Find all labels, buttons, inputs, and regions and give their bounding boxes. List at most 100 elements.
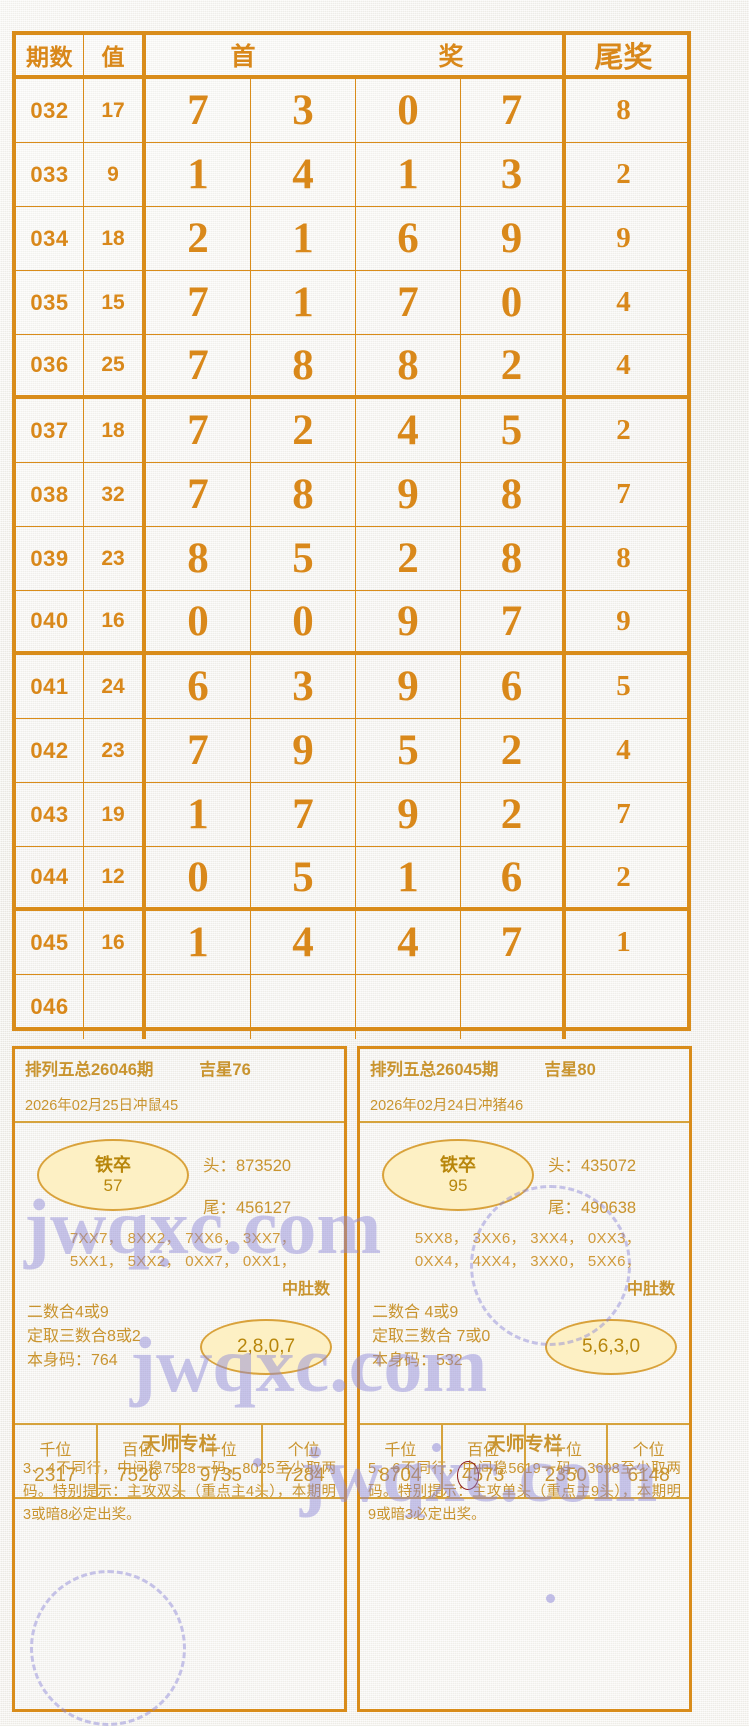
left-sum-two: 二数合4或9 [27, 1304, 109, 1321]
right-pattern-line-2: 0XX4， 4XX4， 3XX0， 5XX6， [414, 1253, 642, 1271]
right-tail-label: 尾：490638 [548, 1199, 637, 1218]
cell-digit-3: 2 [461, 783, 566, 846]
right-panel-title: 排列五总26045期 [370, 1061, 499, 1079]
cell-digit-1: 8 [251, 335, 356, 395]
cell-period: 041 [16, 655, 84, 718]
cell-value: 17 [84, 79, 146, 142]
cell-period: 038 [16, 463, 84, 526]
table-row: 032 17 7 3 0 7 8 [16, 79, 687, 143]
cell-tail: 2 [616, 158, 631, 190]
cell-digit-3: 7 [461, 591, 566, 651]
left-pos-col-shiwei: 十位 9735 [181, 1425, 264, 1497]
cell-digit-0: 6 [146, 655, 251, 718]
cell-period: 040 [16, 591, 84, 651]
cell-digit-3: 8 [461, 463, 566, 526]
cell-digit-2: 9 [356, 783, 461, 846]
cell-digit-0: 2 [146, 207, 251, 270]
left-pos-label-3: 个位 [287, 1441, 320, 1459]
cell-period: 045 [16, 911, 84, 974]
header-first-prize: 首 奖 [146, 35, 566, 75]
left-head-label: 头：873520 [203, 1157, 292, 1175]
cell-digit-1: 4 [251, 143, 356, 206]
table-row: 046 [16, 975, 687, 1039]
right-oval-badge: 铁卒 95 [382, 1139, 534, 1211]
right-sum-three: 定取三数合 7或0 [372, 1328, 491, 1345]
cell-digit-3: 3 [461, 143, 566, 206]
table-row: 036 25 7 8 8 2 4 [16, 335, 687, 399]
right-pos-value-1: 4573 [456, 1460, 504, 1490]
left-pos-value-2: 9735 [199, 1464, 243, 1486]
cell-value: 23 [84, 527, 146, 590]
cell-digit-0: 7 [146, 463, 251, 526]
cell-digit-2: 5 [356, 719, 461, 782]
cell-tail: 7 [616, 478, 631, 510]
cell-digit-2: 4 [356, 399, 461, 462]
cell-digit-1: 3 [251, 79, 356, 142]
cell-digit-2: 1 [356, 847, 461, 907]
cell-digit-1: 9 [251, 719, 356, 782]
left-panel-body: 铁卒 57 头：873520 尾：456127 7XX7， 8XX2， 7XX6… [15, 1123, 344, 1499]
cell-tail: 5 [616, 670, 631, 702]
right-pos-label-3: 个位 [632, 1441, 665, 1459]
cell-digit-0: 7 [146, 399, 251, 462]
right-circled-digit-wrapper: 4 [456, 1460, 479, 1490]
cell-digit-3: 2 [461, 335, 566, 395]
left-panel-lucky: 吉星76 [199, 1061, 251, 1079]
right-panel-header: 排列五总26045期 吉星80 [360, 1049, 689, 1087]
cell-tail: 9 [616, 604, 631, 637]
right-oval-value: 95 [448, 1175, 468, 1195]
cell-value [84, 975, 146, 1039]
cell-digit-0: 1 [146, 783, 251, 846]
cell-value: 18 [84, 399, 146, 462]
right-zhongdu-label: 中肚数 [626, 1281, 675, 1298]
left-head-tail: 头：873520 尾：456127 [203, 1145, 291, 1229]
cell-value: 19 [84, 783, 146, 846]
cell-digit-0 [146, 975, 251, 1039]
watermark-dot-3 [253, 1458, 262, 1467]
cell-digit-1: 8 [251, 463, 356, 526]
cell-tail [566, 975, 681, 1039]
right-head-label: 头：435072 [548, 1157, 637, 1175]
cell-digit-3: 0 [461, 271, 566, 334]
table-row: 037 18 7 2 4 5 2 [16, 399, 687, 463]
table-row: 035 15 7 1 7 0 4 [16, 271, 687, 335]
right-sum-two: 二数合 4或9 [372, 1304, 459, 1321]
cell-digit-2: 6 [356, 207, 461, 270]
cell-period: 039 [16, 527, 84, 590]
right-pos-col-qianwei: 千位 8704 [360, 1425, 443, 1497]
right-head-tail: 头：435072 尾：490638 [548, 1145, 636, 1229]
cell-tail: 9 [616, 222, 631, 254]
cell-value: 16 [84, 911, 146, 974]
cell-period: 036 [16, 335, 84, 395]
header-tail-prize: 尾奖 [594, 42, 653, 74]
left-sums: 二数合4或9 定取三数合8或2 本身码：764 [27, 1301, 141, 1373]
left-pattern-line-2: 5XX1， 5XX2， 0XX7， 0XX1， [69, 1253, 297, 1271]
header-value: 值 [84, 35, 146, 75]
table-row: 042 23 7 9 5 2 4 [16, 719, 687, 783]
cell-digit-0: 8 [146, 527, 251, 590]
cell-digit-1: 5 [251, 527, 356, 590]
right-pos-label-2: 十位 [549, 1441, 582, 1459]
table-row: 045 16 1 4 4 7 1 [16, 911, 687, 975]
cell-digit-1: 0 [251, 591, 356, 651]
cell-digit-0: 0 [146, 847, 251, 907]
cell-digit-3 [461, 975, 566, 1039]
header-first-prize-b: 奖 [438, 43, 478, 71]
left-oval-badge: 铁卒 57 [37, 1139, 189, 1211]
header-period: 期数 [16, 35, 84, 75]
cell-period: 035 [16, 271, 84, 334]
cell-value: 18 [84, 207, 146, 270]
left-pos-label-2: 十位 [204, 1441, 237, 1459]
table-header-row: 期数 值 首 奖 尾奖 [16, 35, 687, 79]
right-pos-col-gewei: 个位 6148 [608, 1425, 689, 1497]
right-panel-date: 2026年02月24日冲猪46 [360, 1087, 689, 1123]
cell-digit-3: 8 [461, 527, 566, 590]
table-row: 034 18 2 1 6 9 9 [16, 207, 687, 271]
panel-period-26045: 排列五总26045期 吉星80 2026年02月24日冲猪46 铁卒 95 头：… [357, 1046, 692, 1712]
cell-digit-0: 7 [146, 335, 251, 395]
cell-digit-3: 7 [461, 911, 566, 974]
table-row: 038 32 7 8 9 8 7 [16, 463, 687, 527]
cell-digit-1: 7 [251, 783, 356, 846]
cell-digit-2: 9 [356, 463, 461, 526]
